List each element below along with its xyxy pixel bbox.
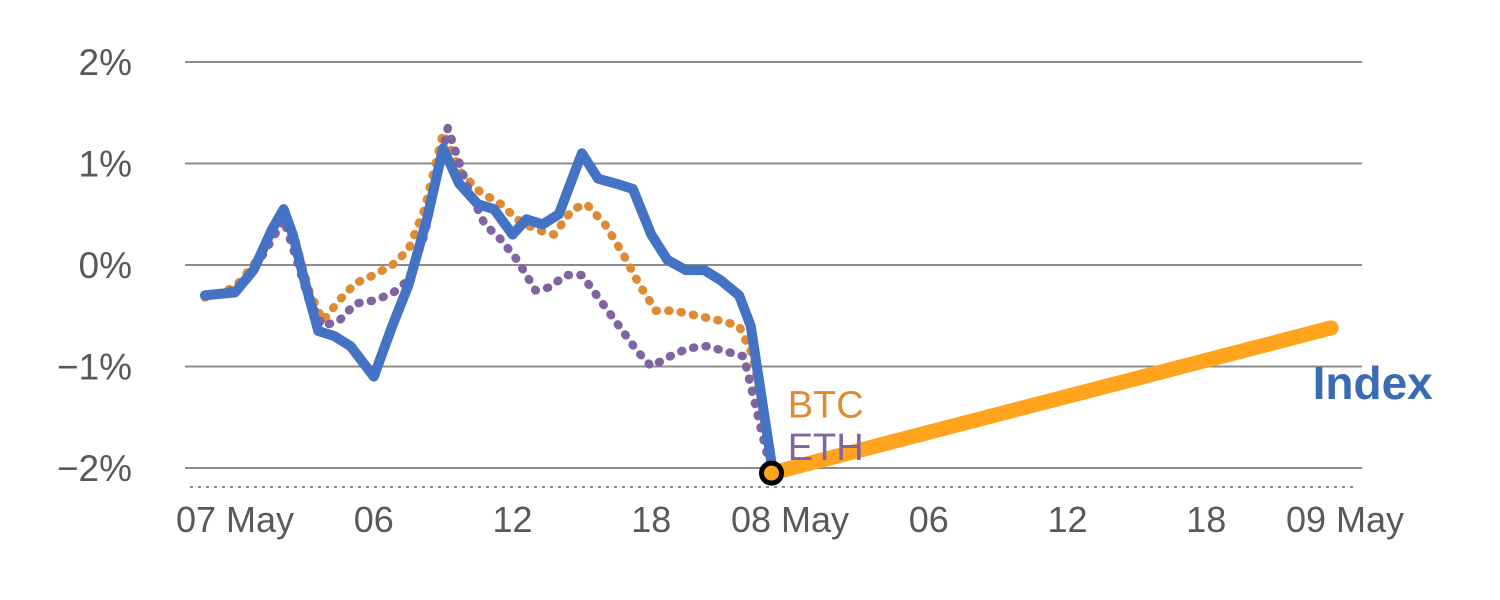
x-axis-tick-label: 12 xyxy=(492,499,532,540)
x-axis-tick-label: 12 xyxy=(1047,499,1087,540)
x-axis-tick-label: 07 May xyxy=(176,499,294,540)
series-eth-line xyxy=(200,123,776,478)
series-label-index: Index xyxy=(1313,357,1434,409)
x-axis-tick-label: 06 xyxy=(909,499,949,540)
series-label-btc: BTC xyxy=(788,384,864,426)
series-btc-line xyxy=(200,128,776,473)
y-axis-tick-label: −1% xyxy=(57,347,132,388)
y-axis-tick-label: 0% xyxy=(79,245,132,286)
x-axis-tick-label: 06 xyxy=(354,499,394,540)
x-axis-tick-label: 18 xyxy=(631,499,671,540)
y-axis-tick-label: −2% xyxy=(57,448,132,489)
x-axis-tick-label: 08 May xyxy=(731,499,849,540)
x-axis-tick-label: 09 May xyxy=(1286,499,1404,540)
series-index-line xyxy=(199,143,777,468)
x-axis-tick-label: 18 xyxy=(1186,499,1226,540)
series-label-eth: ETH xyxy=(788,427,864,469)
y-axis-tick-label: 2% xyxy=(79,42,132,83)
series-forecast-line xyxy=(764,320,1339,481)
y-axis-tick-label: 1% xyxy=(79,144,132,185)
forecast-start-marker xyxy=(759,460,784,486)
